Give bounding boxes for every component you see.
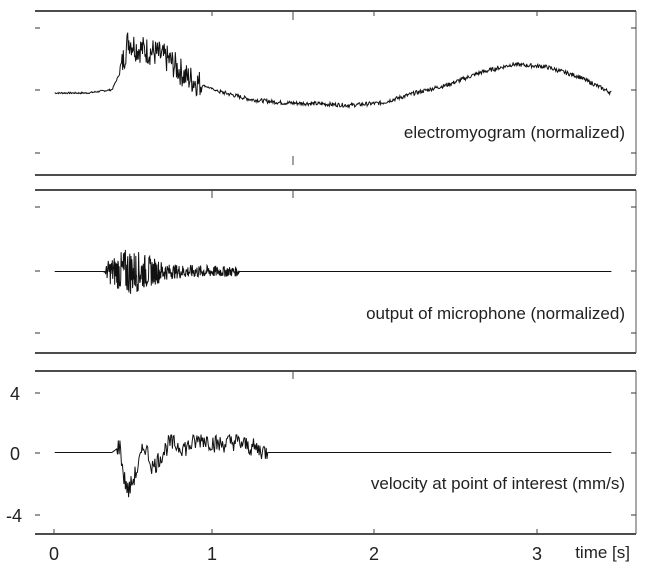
panel-mic-ticks	[35, 206, 636, 334]
microphone-trace	[54, 249, 612, 294]
panel-velocity: 4 0 -4 velocity at point of interest (mm…	[6, 370, 637, 535]
xtick-label-1: 1	[207, 544, 217, 564]
velocity-trace	[54, 433, 612, 498]
ytick-label: -4	[6, 506, 22, 526]
ytick-label: 4	[10, 384, 20, 404]
panel-mic: output of microphone (normalized)	[35, 189, 637, 354]
panel-emg-ticks	[35, 27, 636, 154]
panel-emg: electromyogram (normalized)	[35, 10, 637, 176]
panel-vel-annotation: velocity at point of interest (mm/s)	[371, 474, 625, 493]
panel-emg-annotation: electromyogram (normalized)	[404, 123, 625, 142]
xtick-label-0: 0	[49, 544, 59, 564]
xtick-label-2: 2	[369, 544, 379, 564]
x-axis-label: time [s]	[575, 543, 630, 562]
panel-mic-annotation: output of microphone (normalized)	[366, 304, 625, 323]
emg-trace	[54, 32, 612, 109]
x-gridticks	[53, 11, 538, 534]
xtick-label-3: 3	[532, 544, 542, 564]
panel-vel-ticks	[35, 392, 636, 516]
traces	[54, 32, 612, 498]
ytick-label: 0	[10, 444, 20, 464]
